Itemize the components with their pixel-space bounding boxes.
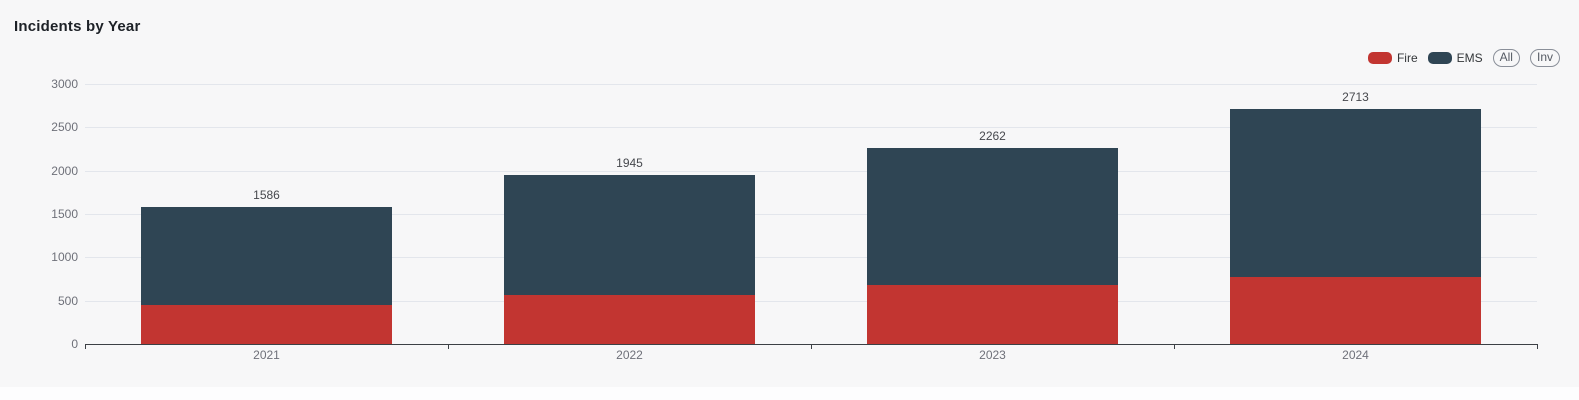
bar-segment-fire[interactable]: [504, 294, 755, 344]
legend-selector-inv-button[interactable]: Inv: [1529, 49, 1560, 67]
bar-total-label: 2262: [979, 128, 1006, 143]
page-title: Incidents by Year: [14, 18, 141, 35]
bar-segment-ems[interactable]: [141, 206, 392, 305]
bar-segment-ems[interactable]: [504, 175, 755, 295]
x-axis-tick: [448, 344, 449, 349]
y-tick-label: 2000: [51, 163, 78, 178]
y-tick-label: 2500: [51, 120, 78, 135]
bar-total-label: 2713: [1342, 89, 1369, 104]
legend-label: Fire: [1396, 51, 1418, 65]
x-axis-tick: [811, 344, 812, 349]
x-axis-tick: [1537, 344, 1538, 349]
legend-swatch-ems: [1427, 52, 1452, 64]
x-tick-label: 2024: [1342, 348, 1369, 362]
gridline: [85, 257, 1537, 259]
x-tick-label: 2021: [253, 348, 280, 362]
bar-total-label: 1945: [616, 156, 643, 171]
bar-segment-fire[interactable]: [1230, 277, 1481, 344]
y-tick-label: 500: [57, 293, 78, 308]
y-tick-label: 3000: [51, 77, 78, 91]
gridline: [85, 214, 1537, 215]
gridline: [85, 300, 1537, 302]
x-axis-tick: [85, 344, 86, 349]
bar-segment-ems[interactable]: [1230, 108, 1481, 278]
legend-swatch-fire: [1367, 52, 1392, 64]
legend-selector-all-button[interactable]: All: [1492, 49, 1520, 67]
gridline: [85, 127, 1537, 129]
gridline: [85, 170, 1537, 172]
legend: Fire EMS All Inv: [1367, 49, 1560, 67]
bar-segment-fire[interactable]: [867, 284, 1118, 344]
x-axis-tick: [1174, 344, 1175, 349]
legend-item-fire[interactable]: Fire: [1367, 51, 1418, 65]
gridline: [85, 84, 1537, 85]
legend-item-ems[interactable]: EMS: [1427, 51, 1483, 65]
bar-segment-ems[interactable]: [867, 147, 1118, 285]
bottom-strip: [0, 387, 1579, 400]
bar-total-label: 1586: [253, 187, 280, 202]
y-tick-label: 0: [71, 337, 78, 351]
legend-label: EMS: [1456, 51, 1483, 65]
bar-segment-fire[interactable]: [141, 305, 392, 344]
y-tick-label: 1000: [51, 250, 78, 265]
x-tick-label: 2023: [979, 348, 1006, 362]
y-tick-label: 1500: [51, 207, 78, 221]
x-tick-label: 2022: [616, 348, 643, 362]
